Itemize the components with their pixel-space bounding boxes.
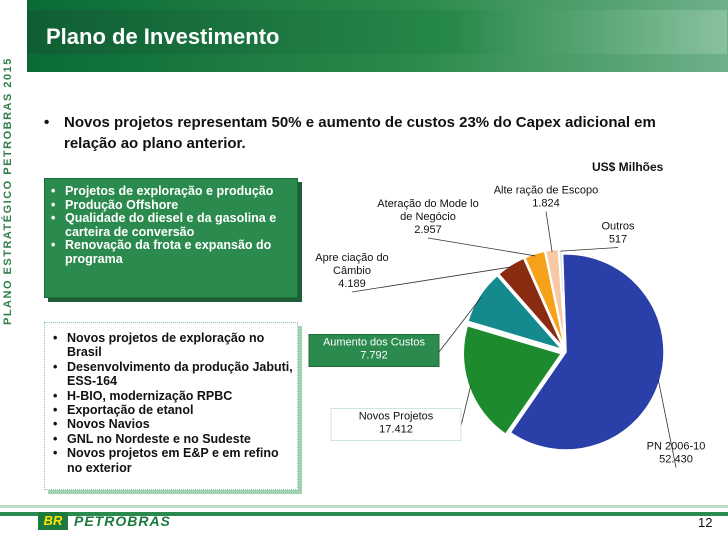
- pie-leader-line: [438, 297, 482, 353]
- title-band: [27, 10, 727, 54]
- side-label: PLANO ESTRATÉGICO PETROBRAS 2015: [2, 57, 14, 325]
- pie-label: PN 2006-10: [647, 441, 706, 453]
- pie-label: Alte ração de Escopo: [494, 185, 599, 197]
- pie-slice: [497, 257, 564, 349]
- pie-label-box: [330, 408, 462, 441]
- pie-leader-line: [545, 211, 553, 253]
- main-bullet: • Novos projetos representam 50% e aumen…: [44, 112, 684, 154]
- main-bullet-text: Novos projetos representam 50% e aumento…: [64, 114, 656, 152]
- page-title: Plano de Investimento: [46, 24, 280, 49]
- footer-line: [0, 505, 728, 508]
- pie-slice: [523, 250, 566, 348]
- pie-label: 1.824: [532, 198, 560, 210]
- pie-label: 17.412: [379, 424, 413, 436]
- pie-label: Câmbio: [333, 265, 371, 277]
- list-item: H-BIO, modernização RPBC: [53, 389, 293, 404]
- title-bar: [27, 0, 728, 72]
- list-item: Qualidade do diesel e da gasolina e cart…: [51, 211, 293, 239]
- unit-label: US$ Milhões: [592, 160, 664, 174]
- pie-slice: [557, 248, 567, 348]
- list-item: Exportação de etanol: [53, 403, 293, 418]
- page-number: 12: [698, 515, 713, 530]
- pie-leader-line: [351, 266, 512, 293]
- list-item: Produção Offshore: [51, 198, 293, 213]
- bullet-dot-icon: •: [44, 114, 50, 131]
- footer-bar: [0, 512, 728, 516]
- pie-leader-line: [560, 247, 619, 252]
- pie-label: Apre ciação do: [315, 252, 388, 264]
- pie-slice: [466, 274, 565, 351]
- side-strip: [0, 72, 27, 512]
- pie-label: 7.792: [360, 350, 388, 362]
- pie-label: Outros: [601, 221, 635, 233]
- pie-label: Novos Projetos: [359, 411, 434, 423]
- pie-leaders: [351, 211, 677, 468]
- pie-leader-line: [427, 237, 536, 257]
- new-projects-list: Novos projetos de exploração no Brasil D…: [53, 331, 293, 475]
- list-item: Renovação da frota e expansão do program…: [51, 238, 293, 266]
- pie-label: de Negócio: [400, 211, 456, 223]
- pie-label: 2.957: [414, 224, 442, 236]
- petrobras-logo-text: PETROBRAS: [74, 513, 171, 529]
- pie-label: Aumento dos Custos: [323, 337, 426, 349]
- investment-categories-box: Projetos de exploração e produção Produç…: [44, 178, 298, 298]
- list-item: Projetos de exploração e produção: [51, 184, 293, 199]
- pie-label: Ateração do Mode lo: [377, 198, 479, 210]
- list-item: GNL no Nordeste e no Sudeste: [53, 432, 293, 447]
- new-projects-box: Novos projetos de exploração no Brasil D…: [44, 322, 298, 490]
- pie-leader-line: [657, 378, 677, 468]
- list-item: Novos projetos de exploração no Brasil: [53, 331, 293, 360]
- pie-label: 517: [609, 234, 627, 246]
- pie-label-box: [308, 334, 440, 367]
- pie-slice: [509, 253, 665, 451]
- list-item: Desenvolvimento da produção Jabuti, ESS-…: [53, 360, 293, 389]
- pie-label: 52.430: [659, 454, 693, 466]
- pie-label: 4.189: [338, 278, 366, 290]
- pie-leader-line: [460, 385, 472, 427]
- pie-slice: [462, 324, 563, 436]
- list-item: Novos Navios: [53, 417, 293, 432]
- pie-slices: [462, 248, 665, 451]
- categories-list: Projetos de exploração e produção Produç…: [51, 184, 293, 266]
- list-item: Novos projetos em E&P e em refino no ext…: [53, 446, 293, 475]
- petrobras-logo-icon: BR: [38, 512, 68, 530]
